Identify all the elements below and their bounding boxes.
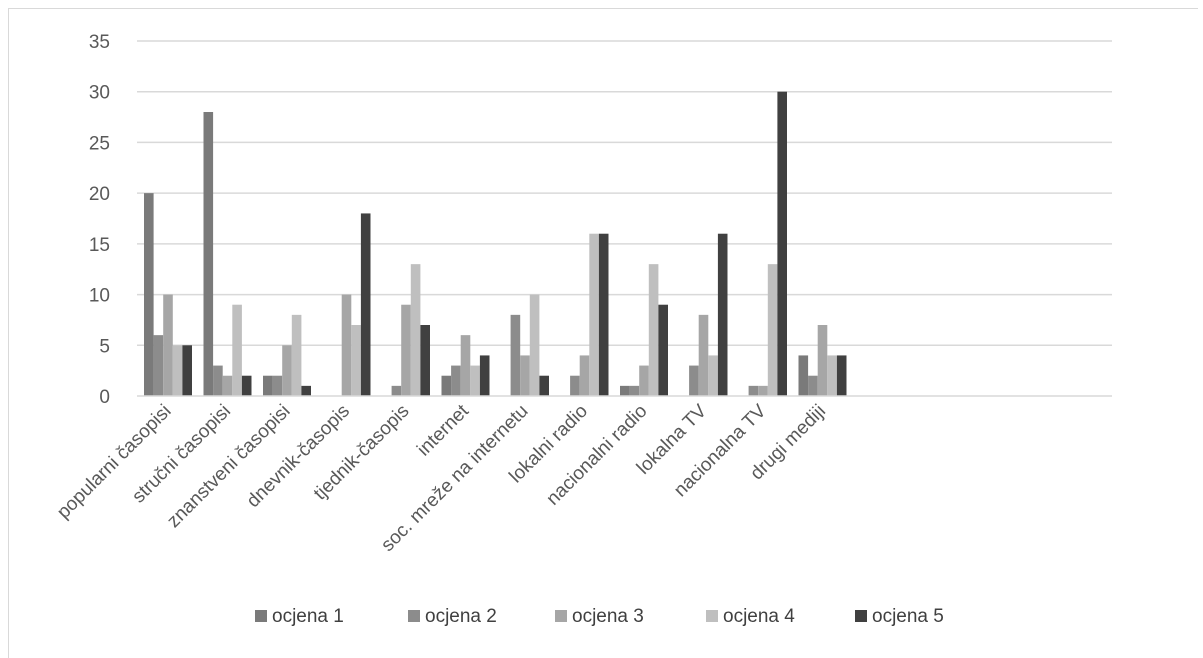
- y-axis-tick-labels: 0 5 10 15 20 25 30 35: [89, 32, 110, 408]
- bar-ocjena-2-1: [213, 365, 223, 396]
- bar-ocjena-5-11: [836, 355, 847, 396]
- bar-ocjena-3-0: [163, 294, 173, 396]
- y-tick-label: 15: [89, 235, 110, 256]
- bar-ocjena-1-5: [441, 375, 452, 396]
- bar-ocjena-4-8: [648, 264, 659, 396]
- x-category-label: popularni časopisi: [53, 401, 175, 523]
- bar-ocjena-4-5: [470, 365, 480, 396]
- bar-ocjena-3-1: [222, 375, 233, 396]
- bar-ocjena-4-4: [410, 264, 421, 396]
- bar-ocjena-5-8: [658, 304, 668, 396]
- bar-ocjena-2-11: [808, 375, 818, 396]
- x-category-label: dnevnik-časopis: [243, 401, 354, 512]
- bar-ocjena-3-4: [401, 304, 411, 396]
- bar-ocjena-5-10: [777, 91, 787, 396]
- bar-ocjena-3-2: [282, 345, 292, 396]
- y-tick-label: 5: [99, 336, 110, 357]
- bar-ocjena-3-9: [698, 314, 709, 396]
- bar-ocjena-4-3: [351, 325, 361, 396]
- bar-ocjena-5-5: [479, 355, 490, 396]
- bar-ocjena-5-4: [420, 325, 430, 396]
- bar-ocjena-2-5: [451, 365, 461, 396]
- bar-ocjena-2-7: [570, 375, 580, 396]
- bar-ocjena-2-4: [391, 385, 402, 396]
- y-tick-label: 25: [89, 133, 110, 154]
- bar-ocjena-4-7: [589, 233, 599, 396]
- y-tick-label: 35: [89, 32, 110, 53]
- bar-ocjena-3-11: [817, 325, 828, 396]
- bar-ocjena-5-6: [539, 375, 549, 396]
- y-tick-label: 20: [89, 184, 110, 205]
- legend-swatch: [255, 610, 267, 622]
- bar-ocjena-4-9: [708, 355, 718, 396]
- bar-ocjena-3-3: [341, 294, 352, 396]
- y-tick-label: 0: [99, 387, 110, 408]
- bar-ocjena-2-2: [272, 375, 283, 396]
- bar-ocjena-3-10: [758, 385, 768, 396]
- bar-ocjena-4-11: [827, 355, 837, 396]
- bar-ocjena-5-1: [241, 375, 252, 396]
- gridlines: [137, 40, 1112, 347]
- bar-ocjena-1-11: [798, 355, 809, 396]
- bar-ocjena-4-10: [767, 264, 778, 396]
- bar-ocjena-5-3: [360, 213, 371, 396]
- bar-ocjena-2-0: [153, 335, 164, 396]
- bar-ocjena-5-7: [598, 233, 609, 396]
- bar-ocjena-2-8: [629, 385, 640, 396]
- x-category-label: nacionalni radio: [543, 401, 652, 510]
- legend-swatch: [706, 610, 718, 622]
- bar-ocjena-3-6: [520, 355, 530, 396]
- bar-ocjena-4-6: [529, 294, 540, 396]
- bar-ocjena-4-0: [172, 345, 183, 396]
- legend-swatch: [408, 610, 420, 622]
- bar-ocjena-2-6: [510, 314, 521, 396]
- chart-frame: [8, 8, 1198, 658]
- y-tick-label: 30: [89, 83, 110, 104]
- legend-swatch: [555, 610, 567, 622]
- bar-ocjena-5-2: [301, 385, 311, 396]
- legend-label: ocjena 2: [425, 606, 497, 627]
- bar-ocjena-1-2: [263, 375, 273, 396]
- y-tick-label: 10: [89, 286, 110, 307]
- bar-ocjena-3-8: [639, 365, 649, 396]
- bars: [144, 91, 847, 396]
- bar-ocjena-2-10: [748, 385, 759, 396]
- legend-label: ocjena 3: [572, 606, 644, 627]
- bar-ocjena-1-1: [203, 112, 214, 396]
- bar-ocjena-4-1: [232, 304, 242, 396]
- legend-label: ocjena 4: [723, 606, 795, 627]
- x-category-label: internet: [413, 400, 473, 460]
- bar-ocjena-4-2: [291, 314, 302, 396]
- legend-swatch: [855, 610, 867, 622]
- bar-ocjena-3-5: [460, 335, 471, 396]
- bar-ocjena-1-0: [144, 193, 154, 396]
- bar-ocjena-5-0: [182, 345, 192, 396]
- legend: ocjena 1 ocjena 2 ocjena 3 ocjena 4 ocjena 5: [255, 606, 944, 627]
- bar-ocjena-1-8: [620, 385, 630, 396]
- bar-ocjena-5-9: [717, 233, 728, 396]
- legend-label: ocjena 5: [872, 606, 944, 627]
- bar-ocjena-2-9: [689, 365, 699, 396]
- legend-label: ocjena 1: [272, 606, 344, 627]
- bar-ocjena-3-7: [579, 355, 590, 396]
